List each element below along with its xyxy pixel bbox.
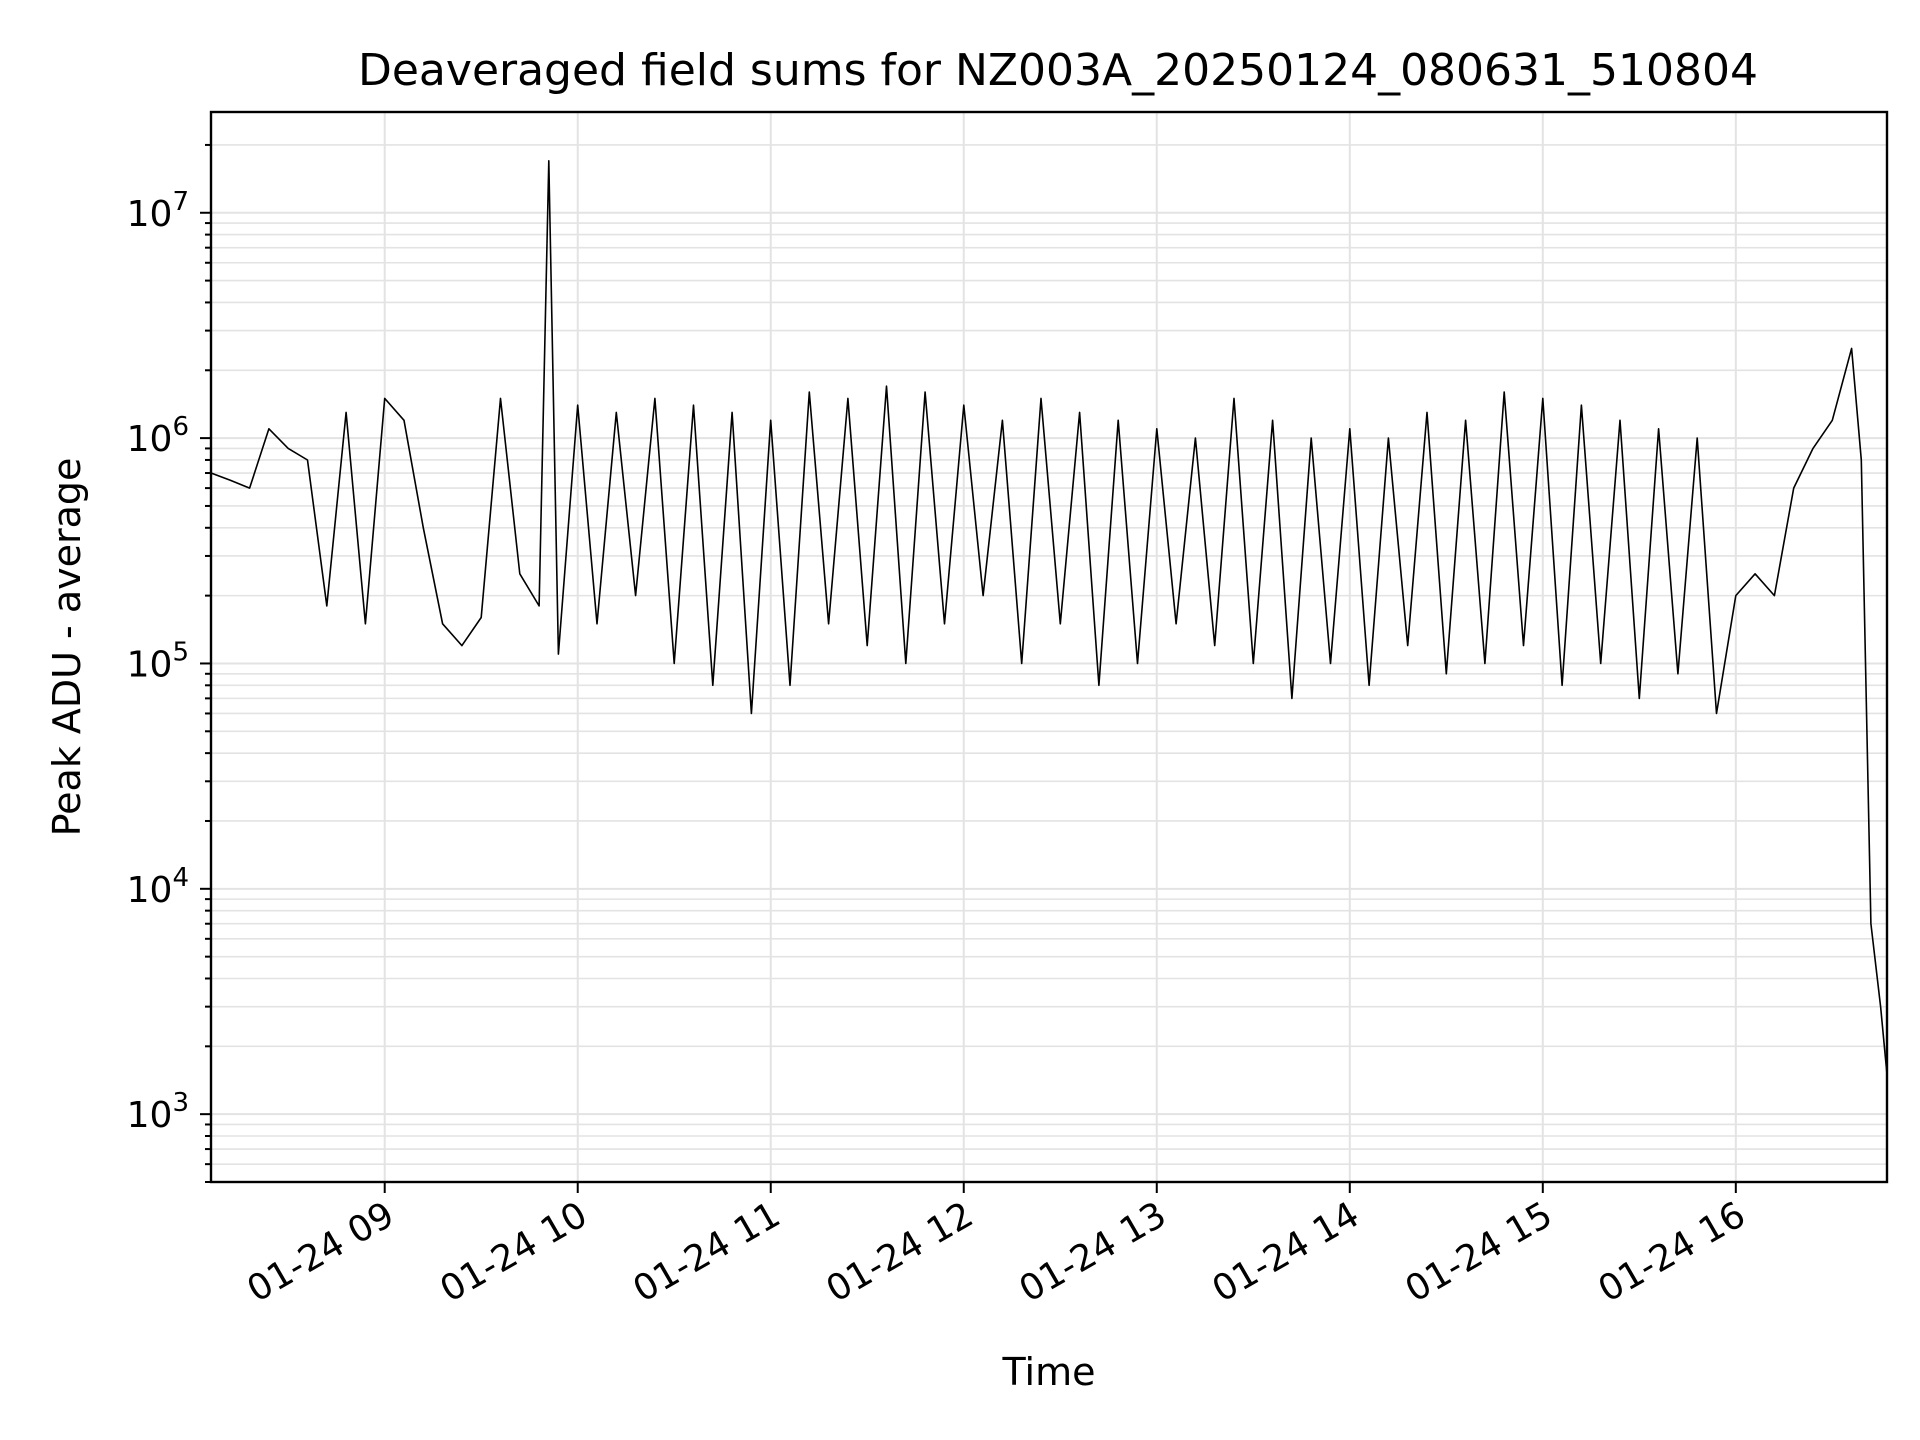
x-tick-label: 01-24 12 (820, 1194, 981, 1310)
x-tick-labels: 01-24 09 01-24 10 01-24 11 01-24 12 01-24 13… (241, 1194, 1753, 1310)
y-tick-label: 106 (127, 412, 189, 460)
y-axis-label: Peak ADU - average (45, 458, 89, 837)
x-tick-label: 01-24 15 (1399, 1194, 1560, 1310)
x-tick-label: 01-24 10 (434, 1194, 595, 1310)
y-tick-label: 105 (127, 637, 189, 685)
plot-area-frame (209, 110, 1889, 1184)
x-tick-label: 01-24 16 (1592, 1194, 1753, 1310)
major-gridlines (211, 112, 1887, 1182)
series-line (210, 160, 1888, 1075)
minor-gridlines (211, 144, 1887, 1183)
x-tick-label: 01-24 14 (1206, 1194, 1367, 1310)
y-tick-labels: 103 104 105 106 107 (127, 187, 189, 1136)
y-tick-label: 103 (127, 1088, 189, 1136)
y-tick-label: 104 (127, 863, 189, 911)
x-tick-label: 01-24 11 (627, 1194, 788, 1310)
x-tick-label: 01-24 09 (241, 1194, 402, 1310)
axis-ticks (200, 143, 1737, 1193)
chart-title: Deaveraged field sums for NZ003A_2025012… (358, 45, 1758, 96)
x-tick-label: 01-24 13 (1013, 1194, 1174, 1310)
y-tick-label: 107 (127, 187, 189, 235)
x-axis-label: Time (1002, 1350, 1096, 1394)
